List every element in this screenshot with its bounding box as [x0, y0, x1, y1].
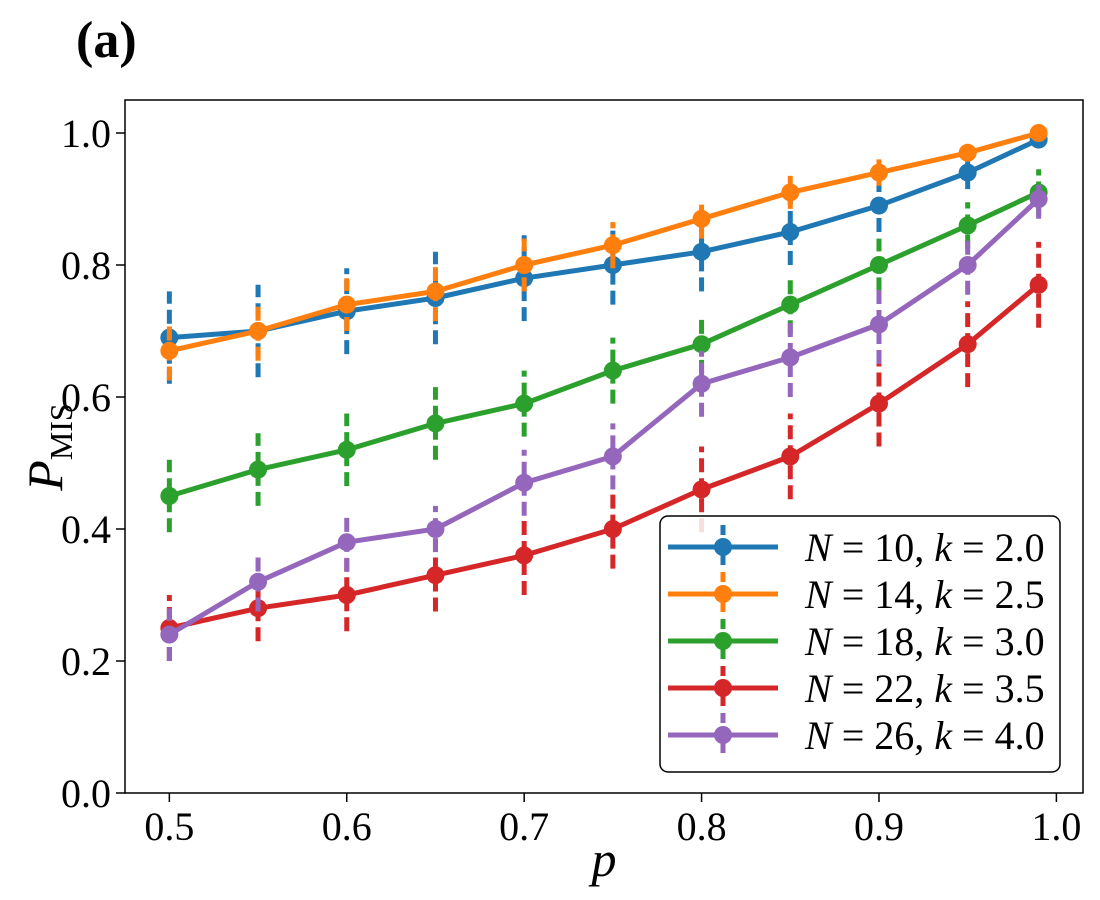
data-point [869, 256, 888, 274]
data-point [869, 163, 888, 182]
data-point [337, 295, 356, 314]
x-tick-label: 0.7 [499, 804, 549, 849]
legend-marker [714, 538, 732, 556]
data-point [426, 566, 445, 585]
data-point [958, 216, 977, 235]
data-point [603, 236, 622, 255]
plot-frame [124, 99, 1084, 794]
data-point [603, 447, 622, 466]
x-axis-label: p [589, 831, 617, 887]
data-point [515, 546, 534, 565]
svg-text:PMIS: PMIS [17, 403, 79, 491]
legend: N = 10, k = 2.0N = 14, k = 2.5N = 18, k … [659, 515, 1061, 773]
y-axis-label-sub: MIS [43, 403, 79, 460]
data-point [249, 322, 268, 340]
plot-area [160, 124, 1048, 661]
series-2 [160, 169, 1048, 533]
axis-ticks: 0.5 0.6 0.7 0.8 0.9 1.0 0.0 0.2 0.4 0.6 0.8 1.0 [61, 111, 1081, 849]
data-point [426, 414, 445, 433]
legend-marker [714, 585, 732, 603]
legend-entry-4: N = 26, k = 4.0 [668, 713, 1045, 758]
data-point [1029, 124, 1048, 142]
legend-entry-2: N = 18, k = 3.0 [668, 619, 1045, 664]
data-point [1029, 190, 1048, 208]
x-tick-label: 0.5 [144, 804, 194, 849]
legend-label: N = 22, k = 3.5 [804, 666, 1045, 711]
legend-entry-0: N = 10, k = 2.0 [668, 525, 1045, 570]
data-point [958, 256, 977, 274]
data-point [603, 361, 622, 380]
y-tick-label: 1.0 [61, 111, 111, 156]
data-point [337, 533, 356, 552]
x-tick-label: 1.0 [1031, 804, 1081, 849]
y-tick-label: 0.2 [61, 639, 111, 684]
y-tick-label: 0.0 [61, 771, 111, 816]
data-point [781, 447, 800, 466]
data-point [692, 335, 711, 354]
data-point [603, 520, 622, 538]
data-point [515, 394, 534, 413]
y-axis-label: PMIS [17, 403, 79, 491]
data-point [160, 487, 179, 505]
y-tick-label: 0.4 [61, 507, 111, 552]
y-axis-label-main: P [17, 460, 73, 492]
data-point [692, 209, 711, 228]
data-point [781, 183, 800, 202]
data-point [692, 374, 711, 393]
data-point [692, 480, 711, 499]
y-tick-label: 0.8 [61, 243, 111, 288]
series-4 [160, 179, 1048, 661]
data-point [426, 520, 445, 538]
panel-label: (a) [76, 12, 137, 69]
x-tick-label: 0.6 [322, 804, 372, 849]
legend-entry-3: N = 22, k = 3.5 [668, 666, 1045, 711]
data-point [781, 223, 800, 241]
data-point [781, 295, 800, 314]
series-1 [160, 124, 1048, 381]
legend-box [659, 515, 1061, 773]
data-point [337, 440, 356, 459]
data-point [692, 242, 711, 261]
y-tick-label: 0.6 [61, 375, 111, 420]
series-0 [160, 130, 1048, 384]
data-point [869, 196, 888, 215]
x-tick-label: 0.9 [854, 804, 904, 849]
data-point [426, 282, 445, 301]
data-point [958, 163, 977, 182]
data-point [958, 143, 977, 162]
series-line [168, 190, 1040, 499]
legend-label: N = 26, k = 4.0 [804, 713, 1045, 758]
x-tick-label: 0.8 [677, 804, 727, 849]
series-line [168, 130, 1040, 354]
legend-label: N = 10, k = 2.0 [804, 525, 1045, 570]
data-point [869, 315, 888, 334]
data-point [160, 341, 179, 360]
data-point [1029, 275, 1048, 294]
data-point [869, 394, 888, 413]
legend-marker [714, 726, 732, 744]
data-point [958, 335, 977, 354]
data-point [249, 460, 268, 479]
series-line [169, 137, 1040, 341]
data-point [515, 473, 534, 492]
data-point [249, 572, 268, 591]
data-point [515, 256, 534, 274]
legend-entry-1: N = 14, k = 2.5 [668, 572, 1045, 617]
legend-label: N = 14, k = 2.5 [804, 572, 1045, 617]
legend-marker [714, 632, 732, 650]
data-point [781, 348, 800, 367]
data-point [160, 625, 179, 644]
data-point [337, 586, 356, 604]
legend-marker [714, 679, 732, 697]
legend-label: N = 18, k = 3.0 [804, 619, 1045, 664]
